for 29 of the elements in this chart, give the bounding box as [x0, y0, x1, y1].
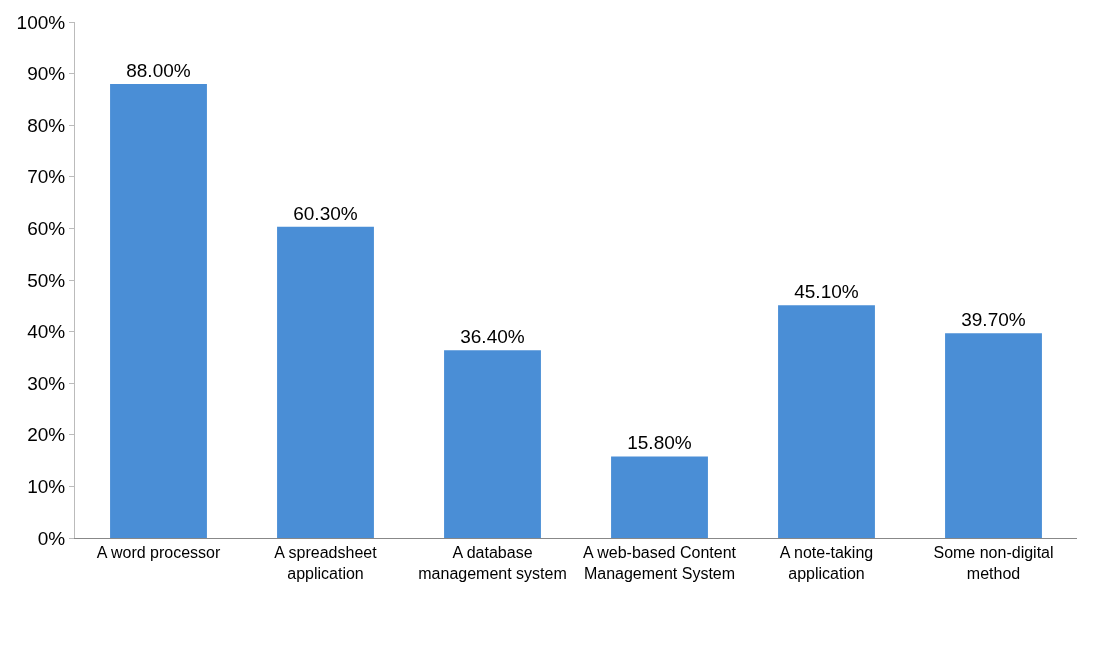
y-tick-label: 80% [27, 114, 66, 136]
y-tick-label: 90% [27, 63, 66, 85]
x-tick-label: A database management system [418, 544, 567, 582]
bar [277, 226, 374, 538]
y-tick-label: 0% [37, 527, 66, 549]
data-label: 88.00% [126, 59, 191, 81]
y-tick-label: 50% [27, 269, 66, 291]
x-tick-label: A note-taking application [779, 544, 874, 582]
y-tick-label: 70% [27, 166, 66, 188]
data-label: 36.40% [460, 326, 525, 348]
x-tick-label: A web-based Content Management System [583, 544, 737, 582]
x-tick-label: A spreadsheet application [274, 544, 378, 582]
data-label: 45.10% [794, 281, 859, 303]
y-tick-label: 20% [27, 424, 66, 446]
x-tick-label: A word processor [96, 544, 221, 562]
bar [444, 350, 541, 538]
y-tick-label: 60% [27, 218, 66, 240]
y-tick-label: 40% [27, 321, 66, 343]
y-tick-label: 10% [27, 476, 66, 498]
y-tick-label: 30% [27, 372, 66, 394]
data-label: 39.70% [961, 309, 1026, 331]
y-tick-label: 100% [16, 11, 66, 33]
bar [110, 83, 207, 538]
x-tick-label: Some non-digital method [933, 544, 1054, 582]
bar [945, 333, 1042, 538]
bar [611, 456, 708, 538]
bar [778, 305, 875, 538]
data-label: 15.80% [627, 432, 692, 454]
data-label: 60.30% [293, 202, 358, 224]
